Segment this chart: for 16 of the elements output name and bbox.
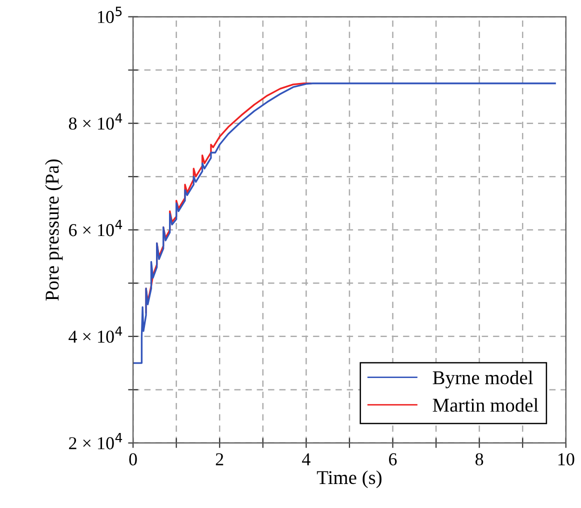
line-series [133, 82, 556, 364]
x-tick-label: 8 [476, 453, 484, 466]
y-tick-label: 10$^{5}$ [98, 6, 122, 24]
x-axis-title: Time (s) [316, 470, 382, 488]
y-tick-label: 8 × 10$^{4}$ [68, 113, 122, 130]
legend-label: Martin model [432, 398, 538, 412]
legend-label: Byrne model [432, 370, 533, 388]
x-tick-label: 0 [129, 453, 137, 466]
x-tick-label: 2 [216, 453, 224, 466]
x-tick-label: 6 [389, 453, 397, 466]
x-tick-label: 4 [302, 453, 310, 466]
x-tick-label: 10 [558, 453, 574, 466]
y-axis-title: Pore pressure (Pa) [45, 159, 63, 301]
y-tick-label: 2 × 10$^{4}$ [69, 433, 122, 450]
y-tick-label: 6 × 10$^{4}$ [69, 220, 122, 236]
y-tick-label: 4 × 10$^{4}$ [68, 326, 122, 343]
